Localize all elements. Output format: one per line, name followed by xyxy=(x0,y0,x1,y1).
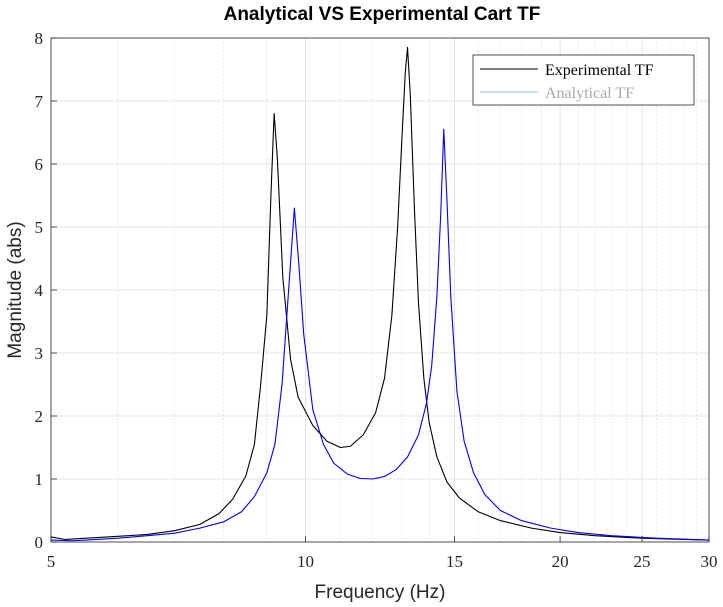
y-tick-label: 3 xyxy=(35,344,44,363)
y-tick-label: 2 xyxy=(35,407,44,426)
x-tick-label: 5 xyxy=(47,552,56,571)
x-ticks: 5 10 15 20 25 30 xyxy=(47,536,718,571)
y-tick-label: 1 xyxy=(35,470,44,489)
plot-area: 5 10 15 20 25 30 0 1 2 3 4 5 6 7 8 xyxy=(35,29,718,571)
series-line-experimental xyxy=(50,46,710,541)
x-tick-label: 15 xyxy=(446,552,463,571)
y-axis-label: Magnitude (abs) xyxy=(5,221,26,358)
y-tick-label: 4 xyxy=(35,281,44,300)
legend-label-experimental: Experimental TF xyxy=(545,62,654,79)
series-line-analytical xyxy=(50,128,710,542)
x-tick-label: 10 xyxy=(297,552,314,571)
x-axis-label: Frequency (Hz) xyxy=(315,582,446,603)
x-tick-label: 25 xyxy=(634,552,651,571)
y-tick-label: 8 xyxy=(35,29,44,48)
series-layer xyxy=(50,46,710,542)
legend: Experimental TF Analytical TF xyxy=(472,54,695,106)
legend-label-analytical: Analytical TF xyxy=(545,85,634,102)
x-tick-label: 30 xyxy=(701,552,718,571)
chart-title: Analytical VS Experimental Cart TF xyxy=(224,4,541,25)
legend-box xyxy=(472,54,695,106)
y-tick-label: 0 xyxy=(35,533,44,552)
y-tick-label: 6 xyxy=(35,155,44,174)
y-tick-label: 5 xyxy=(35,218,44,237)
x-tick-label: 20 xyxy=(552,552,569,571)
y-tick-label: 7 xyxy=(35,92,44,111)
y-ticks: 0 1 2 3 4 5 6 7 8 xyxy=(35,29,57,552)
